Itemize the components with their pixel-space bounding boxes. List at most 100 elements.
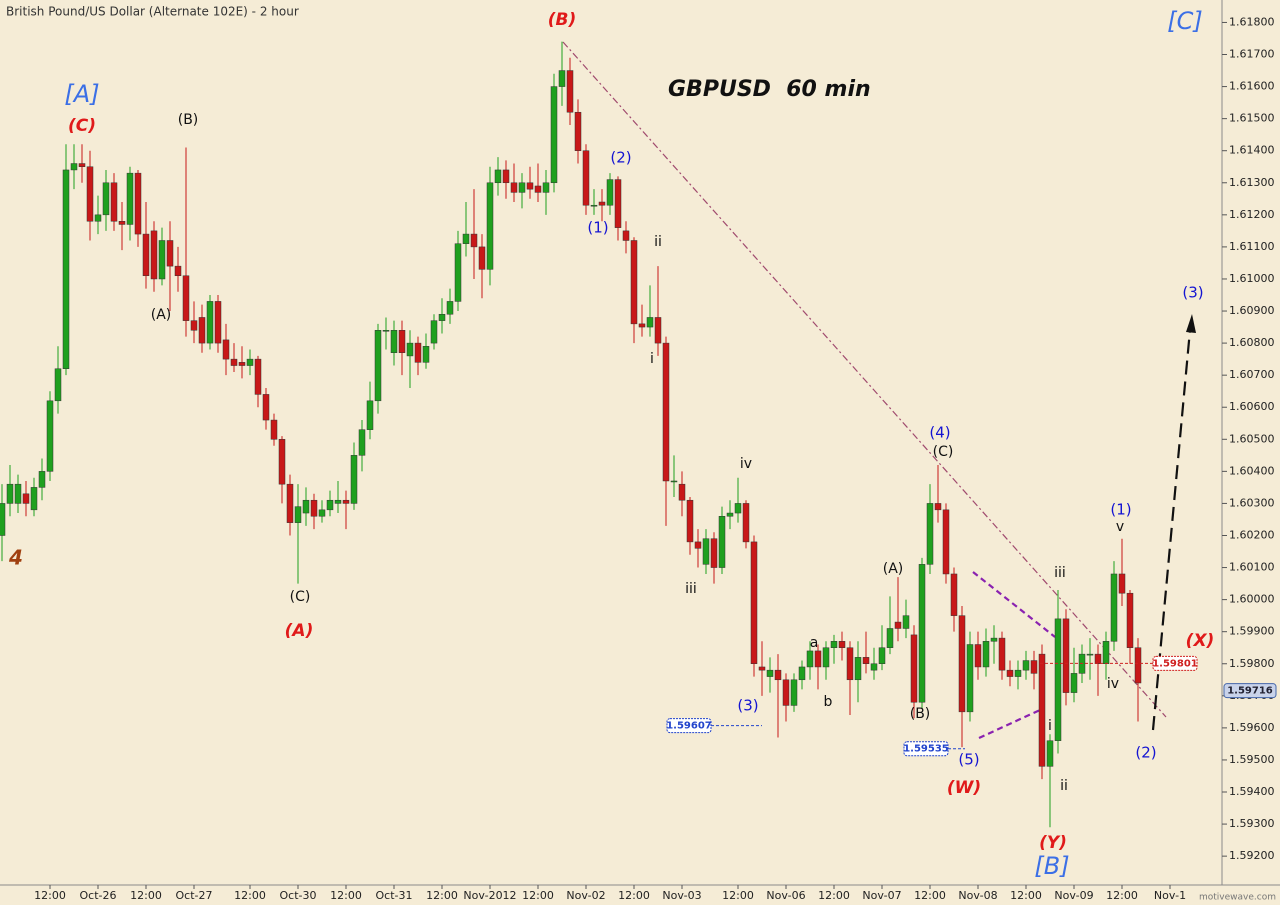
- candle-body: [982, 641, 990, 668]
- x-tick-label: 12:00: [130, 889, 162, 902]
- wave-label: (2): [610, 149, 631, 167]
- wave-label: (C): [933, 444, 954, 460]
- candle-body: [222, 339, 230, 360]
- wave-label: v: [1116, 519, 1124, 535]
- candle-body: [1094, 653, 1102, 664]
- candle-body: [78, 163, 86, 167]
- y-tick-label: 1.60300: [1229, 496, 1275, 509]
- x-tick-label: Oct-31: [376, 889, 413, 902]
- candle-body: [510, 182, 518, 193]
- y-tick-label: 1.60600: [1229, 400, 1275, 413]
- candle-body: [606, 179, 614, 206]
- candle-body: [1118, 573, 1126, 594]
- y-tick-label: 1.61400: [1229, 144, 1275, 157]
- wave-label: (B): [910, 706, 931, 722]
- candle-body: [670, 480, 678, 483]
- price-box: [1223, 683, 1277, 699]
- x-tick-label: 12:00: [522, 889, 554, 902]
- x-tick-label: Nov-06: [766, 889, 805, 902]
- candle-body: [958, 615, 966, 713]
- wave-label: (1): [587, 219, 608, 237]
- x-tick-label: Oct-27: [176, 889, 213, 902]
- projection-arrow: [1186, 314, 1196, 333]
- x-tick-label: 12:00: [818, 889, 850, 902]
- y-tick-label: 1.59900: [1229, 625, 1275, 638]
- wave-label: (X): [1186, 631, 1215, 651]
- candle-body: [502, 169, 510, 184]
- wave-label: [A]: [64, 80, 99, 108]
- wave-label: (3): [737, 697, 758, 715]
- candle-body: [950, 573, 958, 616]
- candle-body: [854, 657, 862, 681]
- candle-body: [438, 313, 446, 321]
- candle-body: [358, 429, 366, 456]
- y-tick-label: 1.60100: [1229, 561, 1275, 574]
- x-tick-label: Oct-26: [80, 889, 117, 902]
- y-tick-label: 1.61600: [1229, 80, 1275, 93]
- candle-body: [310, 499, 318, 517]
- candle-body: [654, 317, 662, 344]
- candle-body: [774, 669, 782, 681]
- wave-label: (A): [883, 561, 904, 577]
- candle-body: [598, 201, 606, 206]
- candle-body: [1102, 641, 1110, 664]
- wave-label: (4): [929, 424, 950, 442]
- candle-body: [718, 516, 726, 568]
- y-tick-label: 1.60800: [1229, 336, 1275, 349]
- y-tick-label: 1.59500: [1229, 753, 1275, 766]
- wave-label: (C): [290, 589, 311, 605]
- candle-body: [62, 169, 70, 369]
- candle-body: [470, 233, 478, 248]
- candle-body: [1070, 673, 1078, 693]
- candle-body: [462, 233, 470, 244]
- candle-body: [814, 650, 822, 668]
- candle-body: [1006, 669, 1014, 677]
- candle-body: [494, 169, 502, 184]
- candle-body: [206, 301, 214, 344]
- candle-body: [182, 275, 190, 321]
- candle-body: [702, 538, 710, 565]
- wave-label: (2): [1135, 744, 1156, 762]
- candle-body: [710, 538, 718, 568]
- candle-body: [486, 182, 494, 270]
- chart-subtitle: GBPUSD 60 min: [668, 77, 871, 102]
- x-tick-label: Nov-09: [1054, 889, 1093, 902]
- candle-body: [910, 634, 918, 703]
- candle-body: [118, 221, 126, 225]
- x-tick-label: Oct-30: [280, 889, 317, 902]
- candle-body: [406, 342, 414, 357]
- x-tick-label: 12:00: [1106, 889, 1138, 902]
- y-tick-label: 1.61300: [1229, 176, 1275, 189]
- y-tick-label: 1.59600: [1229, 721, 1275, 734]
- candle-body: [862, 657, 870, 665]
- candle-body: [422, 346, 430, 363]
- candle-body: [150, 230, 158, 280]
- wave-label: (5): [958, 751, 979, 769]
- candle-body: [294, 506, 302, 523]
- candle-body: [14, 483, 22, 504]
- wave-label: ii: [654, 234, 662, 250]
- price-label: 1.59716: [1227, 686, 1273, 697]
- candle-body: [278, 439, 286, 485]
- candle-body: [38, 471, 46, 488]
- candle-body: [750, 541, 758, 664]
- y-tick-label: 1.59400: [1229, 785, 1275, 798]
- candle-body: [798, 666, 806, 681]
- candle-body: [830, 641, 838, 648]
- candle-body: [382, 330, 390, 332]
- candle-body: [6, 483, 14, 504]
- wave-label: (B): [548, 10, 577, 30]
- candle-body: [1030, 660, 1038, 674]
- candle-body: [734, 503, 742, 514]
- wave-label: (1): [1110, 501, 1131, 519]
- candle-body: [1014, 669, 1022, 677]
- price-label: 1.59801: [1152, 658, 1198, 669]
- candle-body: [478, 246, 486, 270]
- wave-label: (B): [178, 112, 199, 128]
- x-tick-label: 12:00: [1010, 889, 1042, 902]
- channel-line: [972, 571, 1056, 638]
- candle-body: [766, 669, 774, 677]
- candle-body: [446, 301, 454, 315]
- y-tick-label: 1.61700: [1229, 48, 1275, 61]
- wave-label: (A): [151, 307, 172, 323]
